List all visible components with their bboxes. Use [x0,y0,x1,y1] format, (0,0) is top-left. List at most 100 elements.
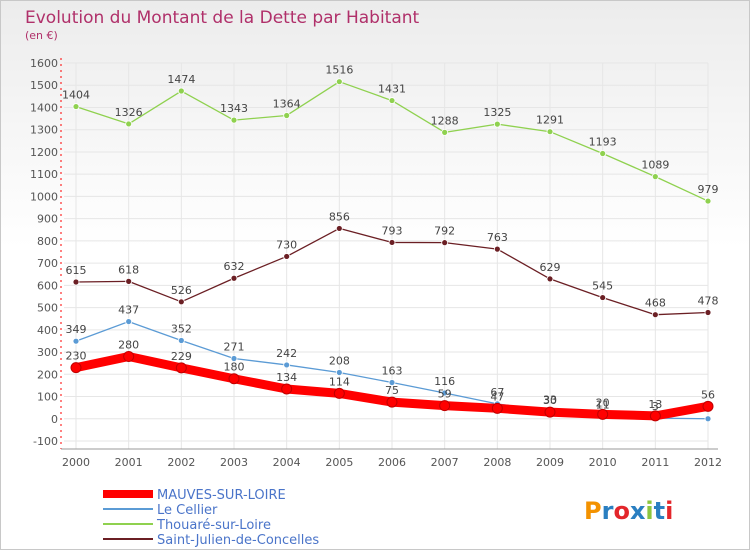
data-point [125,318,133,325]
data-label: 763 [487,231,508,244]
data-label: 730 [276,238,297,251]
data-label: 20 [596,396,610,409]
data-label: 163 [382,365,403,378]
data-point [70,362,82,374]
data-label: 271 [224,341,245,354]
data-point [702,400,714,412]
x-tick-label: 2011 [641,456,669,469]
data-point [72,103,80,110]
data-label: 629 [540,261,561,274]
data-point [544,406,556,418]
data-label: 1474 [167,73,195,86]
brand-letter: P [584,497,602,525]
data-point [597,408,609,420]
data-label: 468 [645,297,666,310]
data-label: 56 [701,388,715,401]
data-label: 1089 [641,159,669,172]
y-tick-label: 300 [37,346,58,359]
data-label: 1291 [536,114,564,127]
data-point [704,197,712,205]
y-tick-label: 700 [37,257,58,270]
data-label: 13 [648,398,662,411]
data-point [704,309,712,316]
x-tick-label: 2004 [273,456,301,469]
data-label: 615 [66,264,87,277]
y-tick-label: 1600 [30,57,58,70]
data-point [441,389,449,397]
data-label: 1516 [325,64,353,77]
data-label: 75 [385,384,399,397]
data-label: 59 [438,388,452,401]
y-tick-label: 1400 [30,101,58,114]
data-label: 349 [66,323,87,336]
brand-letter: t [654,497,665,525]
data-label: 30 [543,394,557,407]
data-label: 180 [224,361,245,374]
data-label: 352 [171,322,192,335]
data-point [177,87,185,95]
x-tick-label: 2001 [115,456,143,469]
data-label: 618 [118,263,139,276]
y-tick-label: 400 [37,324,58,337]
y-tick-label: 1300 [30,124,58,137]
x-tick-label: 2005 [325,456,353,469]
data-label: 67 [490,386,504,399]
data-label: 229 [171,350,192,363]
x-tick-label: 2010 [589,456,617,469]
y-tick-label: 600 [37,279,58,292]
data-point [493,120,501,128]
y-tick-label: 1200 [30,146,58,159]
axis-layer: -100 0 100 200 300 400 500 600 700 800 900 1000 1100… [30,57,722,469]
y-tick-label: 800 [37,235,58,248]
data-label: 116 [434,375,455,388]
data-point [230,355,238,362]
y-tick-label: 500 [37,302,58,315]
data-point [281,383,293,395]
data-label: 526 [171,284,192,297]
data-label: 1404 [62,89,90,102]
data-point [491,402,503,414]
data-point [123,351,135,363]
data-label: 1325 [483,106,511,119]
data-label: 1431 [378,83,406,96]
data-label: 1364 [273,97,301,110]
data-label: 793 [382,224,403,237]
data-point [175,362,187,374]
brand-text: Proxiti [584,497,673,525]
data-point [649,410,661,422]
data-point [388,239,396,246]
legend-label: Thouaré-sur-Loire [156,518,271,533]
data-point [651,311,659,319]
brand-letter: o [613,497,630,525]
data-point [599,294,607,301]
data-point [335,225,343,232]
legend-label: MAUVES-SUR-LOIRE [157,488,286,503]
data-label: 230 [66,350,87,363]
data-label: 208 [329,355,350,368]
data-point [546,275,554,283]
y-tick-label: 1500 [30,79,58,92]
data-label: 478 [698,294,719,307]
x-tick-label: 2012 [694,456,722,469]
data-label: 3 [652,400,659,413]
data-point [125,277,133,285]
data-label: 1193 [589,135,617,148]
data-label: 280 [118,339,139,352]
data-point [283,253,291,260]
data-label: 47 [490,390,504,403]
data-label: 437 [118,304,139,317]
data-point [177,298,185,306]
brand-letter: i [665,497,673,525]
data-label: 1343 [220,102,248,115]
data-label: 114 [329,375,350,388]
data-label: 979 [698,183,719,196]
data-label: 856 [329,210,350,223]
y-tick-label: 1100 [30,168,58,181]
data-point [335,369,343,376]
x-tick-label: 2006 [378,456,406,469]
y-tick-label: 900 [37,213,58,226]
brand-letter: i [645,497,653,525]
data-point [388,97,396,104]
